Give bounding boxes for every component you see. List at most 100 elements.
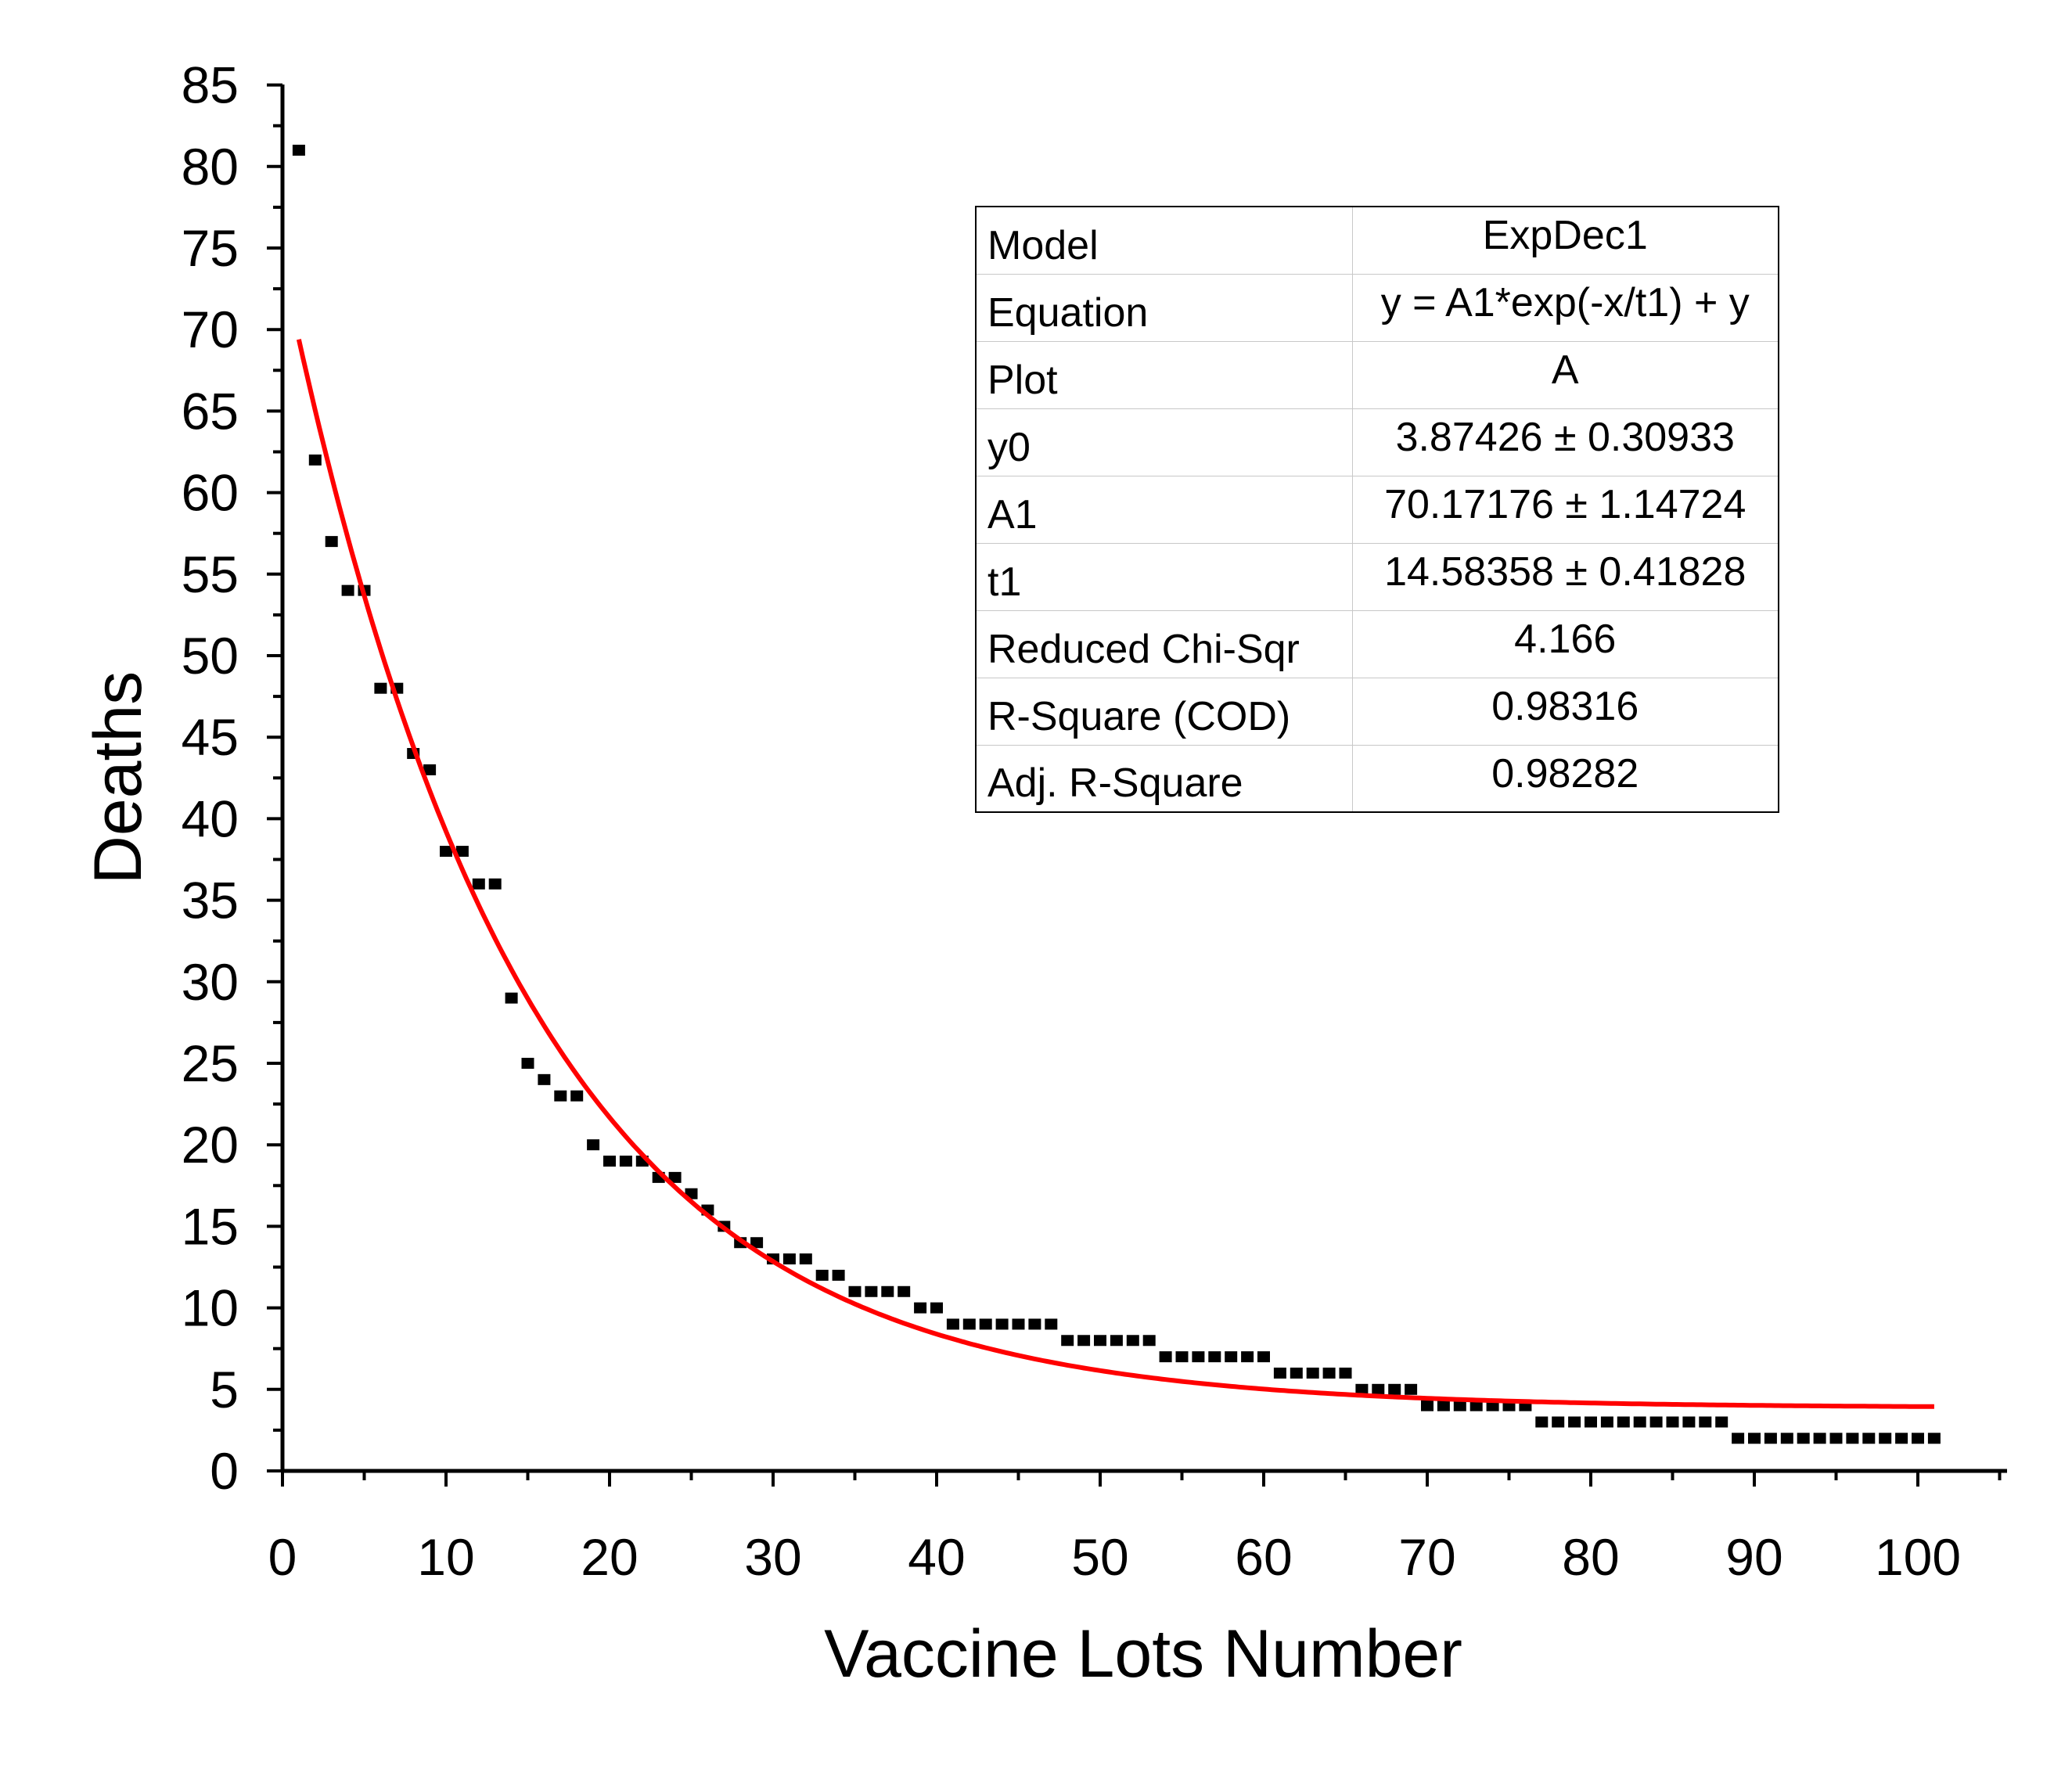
data-point — [1077, 1335, 1091, 1347]
data-point — [1552, 1416, 1565, 1428]
y-tick-label: 70 — [182, 300, 239, 358]
y-tick-label: 85 — [182, 56, 239, 114]
fit-table-row: A1 70.17176 ± 1.14724 — [975, 475, 1779, 544]
data-point — [325, 536, 338, 548]
fit-table-key: Plot — [975, 340, 1353, 409]
fit-parameters-table: Model ExpDec1 Equation y = A1*exp(-x/t1) + … — [975, 206, 1779, 813]
data-point — [1535, 1416, 1549, 1428]
y-tick-label: 75 — [182, 219, 239, 277]
data-point — [308, 454, 322, 466]
data-point — [1829, 1433, 1843, 1444]
data-point — [1159, 1351, 1172, 1363]
data-point — [1421, 1400, 1433, 1411]
data-point — [1306, 1367, 1319, 1379]
fit-table-key: A1 — [975, 475, 1353, 544]
fit-table-key: Adj. R-Square — [975, 744, 1353, 813]
data-point — [1568, 1416, 1581, 1428]
data-point — [1912, 1433, 1924, 1444]
y-tick-label: 0 — [210, 1442, 239, 1500]
data-point — [1110, 1335, 1123, 1347]
x-tick-label: 0 — [268, 1528, 297, 1586]
data-point — [554, 1090, 567, 1102]
data-point — [1649, 1416, 1663, 1428]
y-tick-label: 65 — [182, 382, 239, 440]
y-tick-label: 25 — [182, 1034, 239, 1092]
y-tick-label: 35 — [182, 872, 239, 929]
y-tick-label: 50 — [182, 627, 239, 685]
data-point — [1846, 1433, 1859, 1444]
fit-table-key: Model — [975, 206, 1353, 275]
data-point — [930, 1302, 943, 1314]
x-tick-label: 50 — [1071, 1528, 1128, 1586]
x-axis-title: Vaccine Lots Number — [824, 1616, 1462, 1692]
data-point — [1666, 1416, 1679, 1428]
data-point — [1028, 1318, 1041, 1330]
data-point — [423, 764, 437, 775]
x-tick-label: 100 — [1875, 1528, 1961, 1586]
fit-table-key: y0 — [975, 408, 1353, 476]
data-point — [1699, 1416, 1712, 1428]
y-tick-label: 10 — [182, 1279, 239, 1337]
data-point — [587, 1139, 600, 1151]
data-point — [914, 1302, 927, 1314]
fit-table-value: 3.87426 ± 0.30933 — [1351, 408, 1779, 476]
x-tick-label: 60 — [1235, 1528, 1292, 1586]
data-point — [1192, 1351, 1205, 1363]
fit-table-value: 0.98316 — [1351, 677, 1779, 746]
data-point — [848, 1285, 862, 1297]
data-point — [1682, 1416, 1696, 1428]
fit-table-value: 14.58358 ± 0.41828 — [1351, 542, 1779, 611]
y-tick-label: 30 — [182, 953, 239, 1011]
fit-table-row: Equation y = A1*exp(-x/t1) + y — [975, 273, 1779, 342]
data-point — [946, 1318, 959, 1330]
data-point — [1045, 1318, 1058, 1330]
data-point — [1895, 1433, 1908, 1444]
y-axis-title: Deaths — [81, 671, 156, 885]
x-tick-label: 10 — [417, 1528, 474, 1586]
y-tick-label: 20 — [182, 1116, 239, 1174]
fit-table-value: A — [1351, 340, 1779, 409]
fit-table-row: Plot A — [975, 340, 1779, 409]
fit-table-row: Model ExpDec1 — [975, 206, 1779, 275]
fit-curve — [296, 339, 1934, 1409]
data-point — [488, 878, 502, 890]
fit-table-value: y = A1*exp(-x/t1) + y — [1351, 273, 1779, 342]
data-point — [1780, 1433, 1793, 1444]
data-point — [1437, 1400, 1450, 1411]
data-point — [1290, 1367, 1303, 1379]
data-point — [1339, 1367, 1352, 1379]
data-point — [538, 1073, 551, 1085]
data-point — [1175, 1351, 1189, 1363]
data-point — [782, 1253, 796, 1265]
y-tick-label: 60 — [182, 464, 239, 522]
fit-table-value: 0.98282 — [1351, 744, 1779, 813]
data-point — [1879, 1433, 1892, 1444]
data-point — [1633, 1416, 1646, 1428]
x-tick-label: 80 — [1562, 1528, 1619, 1586]
data-point — [1257, 1351, 1270, 1363]
fit-table-row: t1 14.58358 ± 0.41828 — [975, 542, 1779, 611]
data-point — [1126, 1335, 1139, 1347]
data-point — [1208, 1351, 1221, 1363]
data-point — [603, 1156, 616, 1167]
data-point — [1453, 1400, 1466, 1411]
y-tick-label: 40 — [182, 789, 239, 847]
data-point — [1797, 1433, 1810, 1444]
data-point — [881, 1285, 894, 1297]
x-tick-label: 90 — [1725, 1528, 1782, 1586]
fit-table-key: Equation — [975, 273, 1353, 342]
y-tick-label: 45 — [182, 708, 239, 766]
fit-layer — [296, 339, 1934, 1409]
y-tick-label: 15 — [182, 1197, 239, 1255]
data-point — [995, 1318, 1009, 1330]
data-point — [570, 1090, 584, 1102]
data-point — [1322, 1367, 1336, 1379]
data-point — [832, 1269, 845, 1281]
x-tick-label: 30 — [744, 1528, 801, 1586]
data-point — [1372, 1383, 1385, 1395]
fit-table-value: ExpDec1 — [1351, 206, 1779, 275]
fit-table-key: Reduced Chi-Sqr — [975, 609, 1353, 678]
fit-table-value: 4.166 — [1351, 609, 1779, 678]
x-tick-label: 40 — [908, 1528, 965, 1586]
data-point — [799, 1253, 812, 1265]
